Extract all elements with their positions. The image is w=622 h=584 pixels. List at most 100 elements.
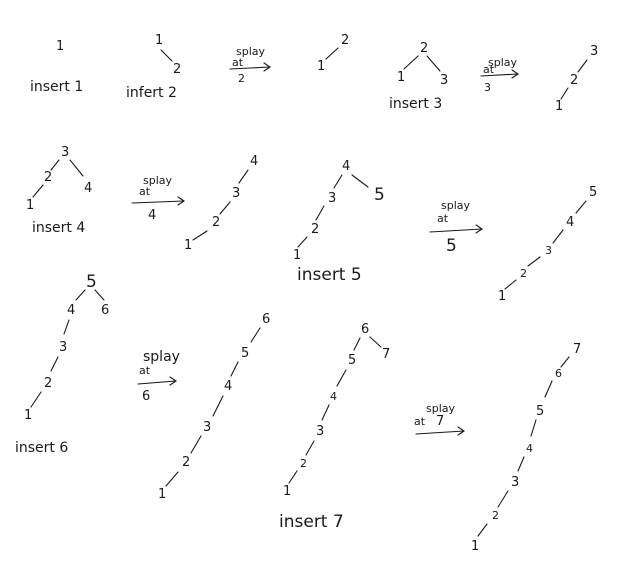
edge bbox=[251, 328, 260, 342]
edge bbox=[64, 320, 69, 334]
node-1: 1 bbox=[184, 238, 192, 253]
node-1: 1 bbox=[158, 487, 166, 502]
splay-arrow-2: splay at 2 bbox=[230, 45, 270, 85]
edge bbox=[561, 357, 569, 367]
node-3: 3 bbox=[328, 191, 336, 206]
tree-after-splay-3: 3 2 1 bbox=[555, 44, 598, 114]
edge bbox=[70, 160, 83, 176]
label-insert-7: insert 7 bbox=[279, 512, 344, 532]
edge bbox=[354, 338, 360, 350]
arrow-num: 2 bbox=[238, 72, 245, 85]
arrow-word-at: at bbox=[414, 415, 426, 428]
node-2: 2 bbox=[44, 170, 52, 185]
tree-after-splay-4: 4 3 2 1 bbox=[184, 154, 258, 253]
node-2: 2 bbox=[520, 267, 527, 280]
label-insert-3: insert 3 bbox=[389, 96, 442, 112]
edge bbox=[578, 60, 587, 72]
edge bbox=[239, 170, 248, 183]
edge bbox=[518, 457, 524, 471]
node-5: 5 bbox=[348, 353, 356, 368]
node-1: 1 bbox=[26, 198, 34, 213]
edge bbox=[545, 381, 552, 397]
edge bbox=[404, 56, 418, 69]
node-7: 7 bbox=[573, 342, 581, 357]
node-5: 5 bbox=[241, 346, 249, 361]
edge bbox=[334, 175, 342, 188]
edge bbox=[33, 185, 43, 197]
edge bbox=[166, 472, 178, 486]
node-1: 1 bbox=[155, 33, 163, 48]
node-4: 4 bbox=[566, 215, 574, 230]
arrow-num: 7 bbox=[436, 414, 444, 429]
splay-arrow-7: splay at 7 bbox=[414, 402, 464, 435]
arrow-word-splay: splay bbox=[441, 199, 471, 212]
node-3: 3 bbox=[590, 44, 598, 59]
node-2: 2 bbox=[173, 62, 181, 77]
node-1: 1 bbox=[397, 70, 405, 85]
arrow-num: 5 bbox=[446, 236, 457, 256]
arrow-word-at: at bbox=[139, 185, 151, 198]
node-6: 6 bbox=[101, 303, 109, 318]
node-2: 2 bbox=[300, 457, 307, 470]
node-7: 7 bbox=[382, 347, 390, 362]
edge bbox=[193, 231, 207, 240]
edge bbox=[326, 48, 338, 59]
node-5: 5 bbox=[589, 185, 597, 200]
edge bbox=[337, 370, 346, 386]
splay-arrow-6: splay at 6 bbox=[138, 349, 180, 404]
node-6: 6 bbox=[361, 322, 369, 337]
node-4: 4 bbox=[67, 303, 75, 318]
edge bbox=[316, 206, 324, 220]
tree-insert-1: 1 insert 1 bbox=[30, 39, 83, 95]
label-insert-1: insert 1 bbox=[30, 79, 83, 95]
node-2: 2 bbox=[182, 455, 190, 470]
label-insert-4: insert 4 bbox=[32, 220, 85, 236]
edge bbox=[322, 405, 329, 420]
node-6: 6 bbox=[262, 312, 270, 327]
node-2: 2 bbox=[420, 41, 428, 56]
arrow-word-at: at bbox=[437, 212, 449, 225]
edge bbox=[505, 280, 516, 289]
node-3: 3 bbox=[232, 186, 240, 201]
label-insert-2: infert 2 bbox=[126, 85, 177, 101]
tree-after-splay-5: 5 4 3 2 1 bbox=[498, 185, 597, 304]
node-2: 2 bbox=[570, 73, 578, 88]
edge bbox=[51, 357, 58, 371]
node-3: 3 bbox=[545, 244, 552, 257]
tree-insert-5: 4 3 5 2 1 insert 5 bbox=[293, 159, 385, 285]
node-1: 1 bbox=[283, 484, 291, 499]
edge bbox=[95, 290, 104, 300]
node-3: 3 bbox=[59, 340, 67, 355]
node-3: 3 bbox=[440, 73, 448, 88]
edge bbox=[306, 441, 314, 455]
edge bbox=[191, 436, 201, 453]
edge bbox=[51, 160, 59, 170]
edge bbox=[478, 524, 487, 536]
node-5: 5 bbox=[536, 404, 544, 419]
edge bbox=[370, 337, 381, 347]
node-6: 6 bbox=[555, 367, 562, 380]
edge bbox=[528, 257, 540, 266]
node-2: 2 bbox=[311, 222, 319, 237]
node-3: 3 bbox=[203, 420, 211, 435]
edge bbox=[31, 392, 41, 407]
arrow-word-splay: splay bbox=[143, 349, 180, 365]
node-2: 2 bbox=[492, 509, 499, 522]
arrow-shaft bbox=[416, 431, 464, 434]
node-2: 2 bbox=[212, 215, 220, 230]
edge bbox=[298, 237, 307, 247]
node-1: 1 bbox=[498, 289, 506, 304]
tree-insert-7: 6 5 7 4 3 2 1 insert 7 bbox=[279, 322, 390, 532]
node-4: 4 bbox=[250, 154, 258, 169]
node-2: 2 bbox=[44, 376, 52, 391]
arrow-num: 3 bbox=[484, 81, 491, 94]
tree-insert-2: 1 2 infert 2 bbox=[126, 33, 181, 101]
edge bbox=[231, 362, 238, 376]
edge bbox=[220, 202, 230, 214]
arrow-word-at: at bbox=[483, 63, 495, 76]
node-4: 4 bbox=[84, 181, 92, 196]
node-4: 4 bbox=[526, 442, 533, 455]
node-1: 1 bbox=[555, 99, 563, 114]
node-2: 2 bbox=[341, 33, 349, 48]
